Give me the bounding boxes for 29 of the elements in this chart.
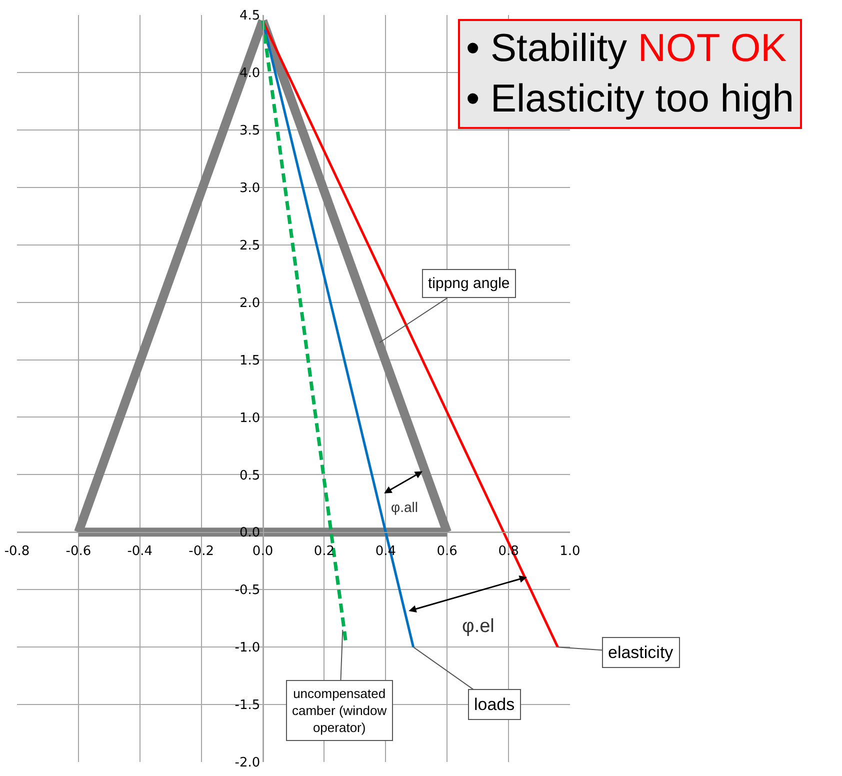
y-tick-label: 4.0 <box>239 66 260 82</box>
x-tick-label: 0.6 <box>436 544 458 559</box>
annotation: loads <box>474 695 515 714</box>
y-tick-label: 4.5 <box>239 8 260 24</box>
y-tick-label: -2.0 <box>234 756 260 771</box>
x-tick-label: -0.8 <box>4 544 30 559</box>
annotation: tippng angle <box>428 275 510 292</box>
annotation: • Stability <box>466 27 628 70</box>
y-tick-label: -0.5 <box>234 583 260 598</box>
y-tick-label: 1.5 <box>239 353 260 368</box>
x-tick-label: 1.0 <box>560 544 580 559</box>
y-tick-label: 3.5 <box>239 123 260 138</box>
y-tick-label: 3.0 <box>239 180 260 196</box>
y-tick-label: -1.0 <box>234 640 260 656</box>
y-tick-label: 2.0 <box>239 296 260 311</box>
y-tick-label: 0.5 <box>239 468 260 484</box>
x-tick-label: -0.4 <box>127 544 153 559</box>
annotation: uncompensated camber (window operator) <box>292 686 388 735</box>
x-tick-label: 0.0 <box>252 544 274 559</box>
x-tick-label: -0.2 <box>188 544 214 559</box>
y-tick-label: -1.5 <box>234 698 260 714</box>
annotation: φ.el <box>462 616 494 637</box>
text: NOT OK <box>638 27 787 70</box>
annotation: • Elasticity too high <box>466 78 794 121</box>
annotation: φ.all <box>391 499 418 515</box>
y-tick-label: 2.5 <box>239 238 260 254</box>
x-tick-label: -0.6 <box>66 544 92 559</box>
y-tick-label: 1.0 <box>239 410 260 426</box>
annotation: elasticity <box>608 643 674 662</box>
